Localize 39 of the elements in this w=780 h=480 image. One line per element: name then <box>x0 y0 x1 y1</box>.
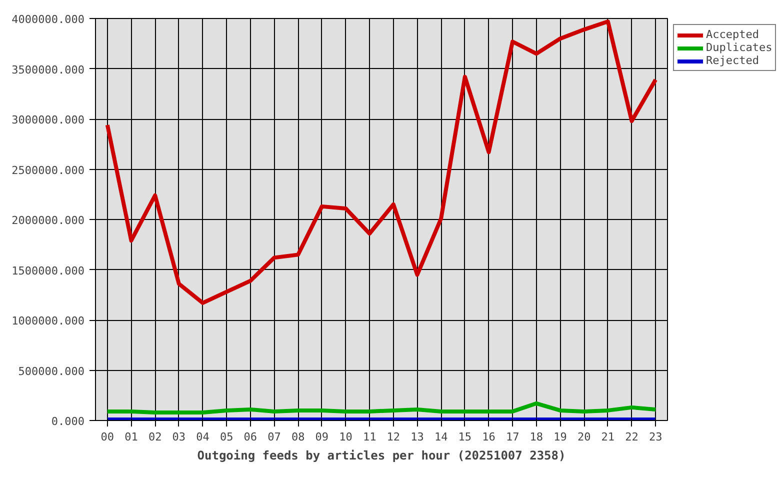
x-tick-label: 09 <box>315 430 329 444</box>
x-tick-label: 08 <box>291 430 305 444</box>
y-tick-label: 2500000.000 <box>12 164 85 177</box>
x-tick-label: 02 <box>148 430 162 444</box>
x-tick-label: 07 <box>268 430 281 444</box>
x-tick-label: 23 <box>648 430 662 444</box>
legend-label: Rejected <box>706 54 759 67</box>
y-tick-label: 1500000.000 <box>12 264 85 278</box>
line-series <box>105 20 658 305</box>
x-tick-label: 15 <box>458 430 472 444</box>
x-tick-label: 18 <box>530 430 544 444</box>
x-tick-label: 12 <box>386 430 400 444</box>
y-tick-label: 0.000 <box>51 415 85 428</box>
y-tick-label: 500000.000 <box>18 364 85 378</box>
legend-label: Duplicates <box>706 41 772 54</box>
x-axis-title: Outgoing feeds by articles per hour (20251007 2358) <box>197 448 566 462</box>
x-tick-label: 03 <box>172 430 186 444</box>
x-tick-label: 01 <box>124 430 138 444</box>
legend-label: Accepted <box>706 28 759 41</box>
y-tick-label: 4000000.000 <box>12 13 85 26</box>
x-tick-label: 14 <box>434 430 448 444</box>
x-tick-label: 21 <box>601 430 615 444</box>
y-tick-label: 3000000.000 <box>12 114 85 126</box>
x-tick-label: 11 <box>362 430 376 444</box>
x-tick-label: 13 <box>410 430 424 444</box>
y-tick-label: 1000000.000 <box>12 314 85 328</box>
x-tick-label: 04 <box>196 430 210 444</box>
x-tick-label: 16 <box>482 430 496 444</box>
x-tick-label: 17 <box>506 430 520 444</box>
x-tick-label: 22 <box>625 430 638 444</box>
x-tick-label: 05 <box>220 430 234 444</box>
x-tick-label: 06 <box>244 430 258 444</box>
x-tick-label: 19 <box>554 430 567 444</box>
x-tick-label: 10 <box>339 430 352 444</box>
y-tick-label: 2000000.000 <box>12 214 85 227</box>
y-tick-label: 3500000.000 <box>12 63 85 76</box>
line-series <box>105 401 658 414</box>
x-tick-label: 20 <box>577 430 591 444</box>
x-tick-label: 00 <box>100 430 114 444</box>
